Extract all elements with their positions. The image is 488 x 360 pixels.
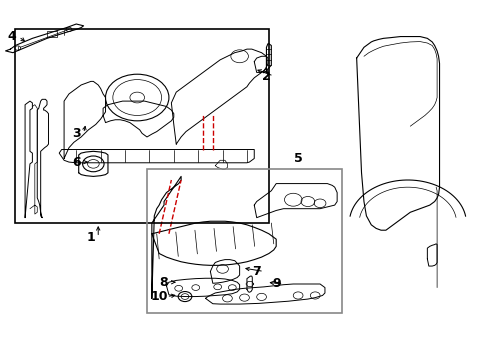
Text: 1: 1	[86, 231, 95, 244]
Text: 2: 2	[262, 69, 270, 82]
Text: 3: 3	[72, 127, 81, 140]
Bar	[147, 169, 341, 313]
Text: 5: 5	[293, 152, 302, 165]
Text: 10: 10	[150, 290, 167, 303]
Text: 9: 9	[271, 278, 280, 291]
Text: 8: 8	[160, 276, 168, 289]
Bar	[15, 30, 268, 223]
Text: 6: 6	[72, 156, 81, 168]
Text: 7: 7	[252, 265, 261, 278]
Text: 4: 4	[7, 30, 16, 43]
